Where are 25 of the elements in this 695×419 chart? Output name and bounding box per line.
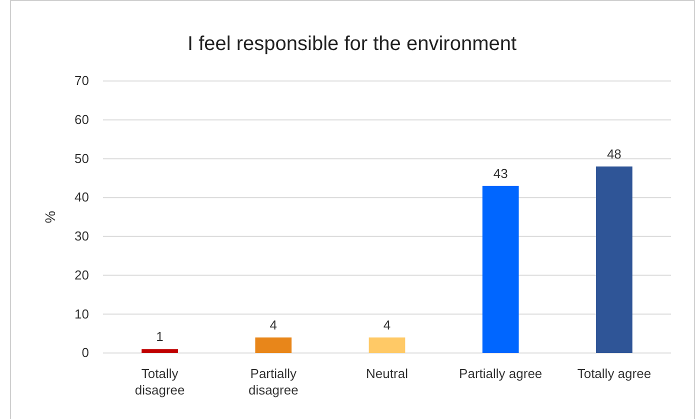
- bar: [482, 186, 519, 353]
- x-tick-label: Partially agree: [459, 366, 542, 382]
- x-tick-label: Totally disagree: [134, 366, 185, 398]
- y-tick-label: 10: [74, 306, 89, 322]
- data-label: 1: [156, 329, 164, 344]
- data-label: 43: [493, 166, 508, 181]
- y-axis-title: %: [42, 210, 58, 224]
- bar: [255, 337, 292, 353]
- y-tick-label: 20: [74, 267, 89, 282]
- x-tick-label: Partially disagree: [248, 366, 298, 398]
- y-tick-label: 30: [74, 228, 89, 244]
- y-tick-label: 50: [74, 150, 89, 166]
- y-tick-label: 60: [74, 112, 89, 128]
- y-tick-label: 70: [74, 73, 89, 88]
- chart-title: I feel responsible for the environment: [187, 33, 517, 55]
- x-tick-label: Neutral: [366, 366, 408, 382]
- data-label: 48: [606, 146, 622, 162]
- bar: [142, 349, 178, 353]
- bar: [368, 337, 406, 353]
- y-tick-label: 40: [74, 190, 89, 205]
- y-tick-label: 0: [82, 345, 89, 360]
- data-label: 4: [270, 317, 278, 332]
- bar: [596, 166, 632, 353]
- data-label: 4: [383, 317, 391, 332]
- x-tick-label: Totally agree: [577, 366, 652, 382]
